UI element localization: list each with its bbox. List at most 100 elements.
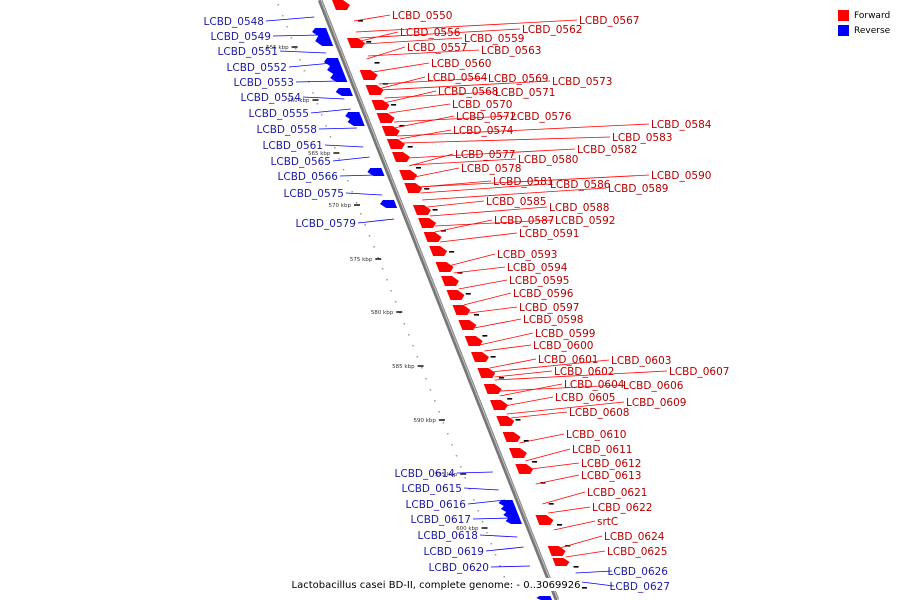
forward-track-marker — [523, 440, 529, 442]
scale-dot — [351, 191, 353, 193]
forward-gene-label: LCBD_0594 — [507, 262, 568, 274]
reverse-leader-line — [272, 34, 321, 37]
forward-gene-label: LCBD_0613 — [581, 470, 641, 482]
forward-gene-arrow — [386, 139, 405, 149]
forward-gene-label: LCBD_0595 — [509, 275, 569, 287]
forward-track-marker — [424, 188, 430, 190]
forward-gene-label: LCBD_0574 — [453, 125, 514, 137]
forward-leader-line — [393, 115, 455, 129]
forward-leader-line — [473, 318, 522, 329]
forward-track-marker — [532, 461, 538, 463]
forward-gene-label: LCBD_0625 — [607, 546, 667, 558]
forward-leader-line — [384, 91, 494, 99]
forward-gene-arrow — [452, 305, 471, 315]
forward-gene-label: LCBD_0571 — [495, 87, 555, 99]
reverse-gene-arrow — [536, 596, 552, 600]
forward-leader-line — [427, 200, 485, 208]
forward-gene-label: LCBD_0589 — [608, 183, 668, 195]
scale-dot — [429, 389, 432, 391]
forward-gene-label: LCBD_0611 — [572, 444, 632, 456]
scale-dot — [277, 4, 280, 6]
scale-dot — [355, 202, 358, 204]
scale-dot — [412, 345, 414, 347]
forward-track-marker — [498, 377, 504, 379]
reverse-gene-label: LCBD_0614 — [395, 468, 456, 480]
reverse-gene-arrow — [503, 512, 520, 518]
forward-leader-line — [548, 506, 591, 514]
scale-dot — [360, 213, 362, 215]
scale-dot — [338, 158, 340, 160]
forward-gene-label: LCBD_0607 — [669, 366, 729, 378]
forward-leader-line — [393, 115, 510, 123]
forward-gene-arrow — [471, 352, 489, 362]
reverse-gene-label: LCBD_0620 — [429, 562, 489, 574]
forward-gene-arrow — [535, 515, 554, 525]
scale-dot — [286, 26, 288, 28]
scale-dot — [490, 543, 492, 545]
forward-leader-line — [484, 344, 532, 352]
forward-leader-line — [429, 206, 548, 217]
reverse-gene-arrow — [330, 74, 348, 82]
forward-gene-label: LCBD_0602 — [554, 366, 614, 378]
reverse-leader-line — [288, 62, 333, 68]
forward-gene-arrow — [483, 384, 502, 394]
reverse-leader-line — [463, 487, 499, 491]
forward-leader-line — [362, 37, 463, 45]
scale-dot — [407, 334, 410, 336]
forward-gene-label: LCBD_0567 — [579, 15, 639, 27]
forward-swatch — [838, 10, 849, 21]
forward-gene-arrow — [381, 126, 400, 136]
forward-leader-line — [525, 448, 571, 462]
forward-gene-arrow — [429, 246, 448, 256]
forward-leader-line — [419, 180, 492, 188]
legend: Forward Reverse — [838, 8, 890, 38]
forward-leader-line — [500, 384, 622, 392]
forward-gene-label: LCBD_0596 — [513, 288, 574, 300]
forward-gene-arrow — [423, 232, 442, 242]
reverse-gene-arrow — [505, 518, 522, 524]
scale-dot — [438, 411, 440, 413]
forward-leader-line — [553, 520, 596, 531]
reverse-gene-arrow — [367, 168, 385, 176]
reverse-gene-arrow — [500, 506, 518, 512]
forward-gene-arrow — [347, 38, 365, 48]
forward-leader-line — [355, 19, 578, 33]
scale-dot — [364, 224, 366, 226]
forward-gene-label: LCBD_0560 — [431, 58, 491, 70]
forward-leader-line — [453, 266, 506, 274]
forward-track-marker — [457, 272, 463, 274]
forward-gene-label: LCBD_0580 — [518, 154, 578, 166]
forward-gene-label: LCBD_0573 — [552, 76, 612, 88]
forward-leader-line — [420, 183, 549, 194]
reverse-swatch — [838, 25, 849, 36]
forward-gene-arrow — [435, 262, 454, 272]
forward-leader-line — [504, 396, 554, 407]
forward-leader-line — [372, 62, 430, 73]
genome-backbone-highlight — [320, 0, 559, 600]
scale-dot — [468, 488, 471, 490]
forward-leader-line — [565, 550, 606, 558]
forward-track-marker — [482, 335, 488, 337]
forward-gene-label: LCBD_0559 — [464, 33, 524, 45]
forward-leader-line — [530, 462, 580, 470]
forward-leader-line — [499, 383, 563, 397]
reverse-gene-arrow — [312, 28, 330, 36]
forward-leader-line — [378, 77, 487, 85]
forward-leader-line — [422, 187, 607, 201]
forward-gene-label: LCBD_0610 — [566, 429, 626, 441]
forward-gene-label: LCBD_0597 — [519, 302, 579, 314]
reverse-gene-label: LCBD_0626 — [608, 566, 669, 578]
scale-tick-label: 570 kbp — [329, 203, 352, 209]
forward-leader-line — [510, 411, 568, 419]
forward-gene-label: LCBD_0598 — [523, 314, 583, 326]
forward-gene-arrow — [446, 290, 465, 300]
forward-track-marker — [465, 293, 471, 295]
forward-leader-line — [519, 433, 565, 444]
scale-dot — [451, 444, 453, 446]
forward-gene-arrow — [490, 400, 508, 410]
scale-dot — [316, 103, 319, 105]
forward-gene-label: LCBD_0599 — [535, 328, 595, 340]
forward-track-marker — [474, 314, 480, 316]
